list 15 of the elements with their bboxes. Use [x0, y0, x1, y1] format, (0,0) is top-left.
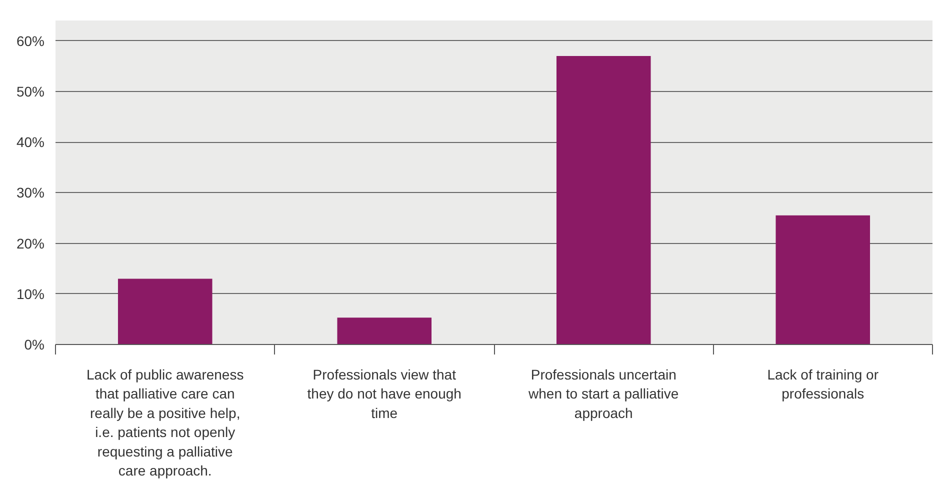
- y-tick-label: 50%: [16, 83, 45, 100]
- y-tick-label: 10%: [16, 286, 45, 302]
- x-tick-label: Professionals view that they do not have enough time: [307, 366, 462, 421]
- y-tick-label: 40%: [16, 134, 45, 150]
- bar: [337, 318, 432, 344]
- y-tick-label: 20%: [16, 235, 45, 252]
- x-tick-label: Professionals uncertain when to start a palliative approach: [528, 366, 679, 421]
- bar: [556, 56, 651, 344]
- y-tick-label: 60%: [16, 32, 45, 49]
- bar: [118, 278, 212, 344]
- x-tick-label: Lack of training or professionals: [767, 366, 879, 402]
- y-tick-label: 30%: [16, 184, 45, 201]
- x-tick-label: Lack of public awareness that palliative care can really be a positive help, i.e. patients not openly requesting a palliative care approach.: [86, 366, 244, 478]
- y-tick-label: 0%: [24, 336, 44, 352]
- bar: [776, 215, 870, 344]
